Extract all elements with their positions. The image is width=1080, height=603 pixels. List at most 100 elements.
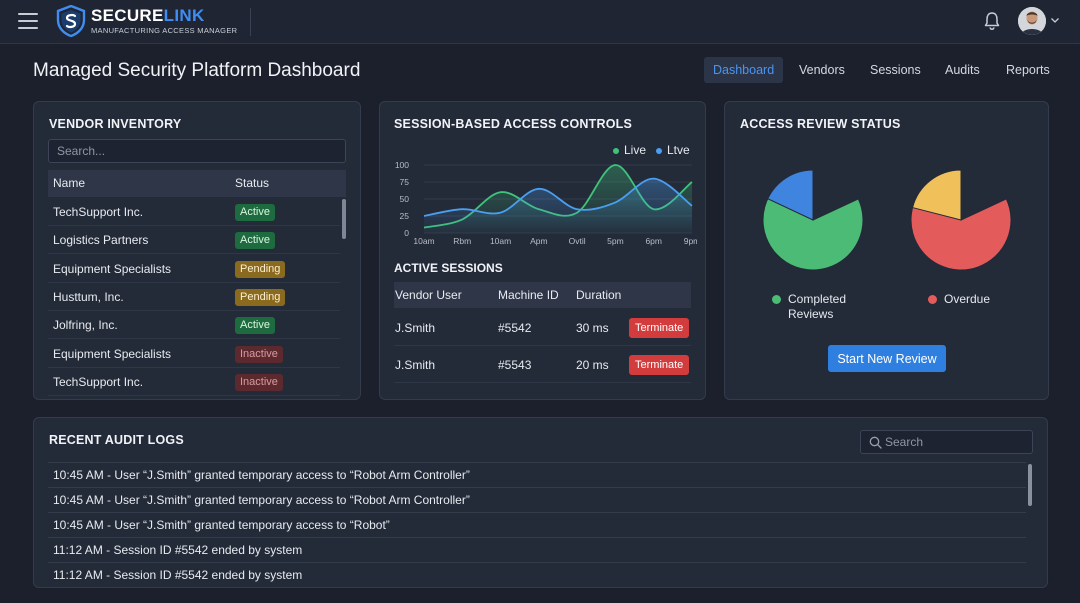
- status-badge: Pending: [235, 288, 286, 306]
- legend-label: Live: [624, 143, 647, 157]
- nav-audits[interactable]: Audits: [945, 63, 980, 77]
- status-badge: Active: [235, 204, 275, 221]
- session-machine-id: #5542: [498, 321, 532, 335]
- audit-log-text: 11:12 AM - Session ID #5542 ended by sys…: [53, 543, 303, 557]
- session-duration: 20 ms: [576, 358, 609, 372]
- vendor-row[interactable]: TechSupport Inc. Inactive: [48, 368, 340, 396]
- brand: SECURELINK MANUFACTURING ACCESS MANAGER: [91, 6, 238, 36]
- session-row: J.Smith #5543 20 ms Terminate: [394, 346, 691, 383]
- vendor-name: Jolfring, Inc.: [53, 318, 118, 333]
- legend-item-ltve: Ltve: [656, 143, 690, 157]
- status-badge: Active: [235, 317, 275, 335]
- nav-vendors[interactable]: Vendors: [799, 63, 845, 77]
- nav-dashboard[interactable]: Dashboard: [704, 57, 784, 83]
- pie-slice: [911, 169, 962, 221]
- vendor-table-header: Name Status: [48, 170, 346, 197]
- nav-reports[interactable]: Reports: [1006, 63, 1050, 77]
- status-badge: Inactive: [235, 373, 283, 391]
- column-duration: Duration: [576, 288, 622, 302]
- vendor-name: Logistics Partners: [53, 233, 149, 248]
- y-tick-label: 100: [395, 160, 409, 170]
- session-controls-card: SESSION-BASED ACCESS CONTROLS Live Ltve …: [379, 101, 706, 400]
- nav-sessions[interactable]: Sessions: [870, 63, 921, 77]
- vendor-name: Equipment Specialists: [53, 346, 172, 361]
- divider: [250, 8, 251, 36]
- notification-bell-icon[interactable]: [983, 11, 1001, 31]
- status-badge: Pending: [235, 260, 286, 278]
- x-tick-label: 6pm: [645, 236, 662, 246]
- legend-label: Overdue: [944, 292, 991, 306]
- audit-log-entry: 10:45 AM - User “J.Smith” granted tempor…: [48, 512, 1026, 537]
- audit-log-text: 10:45 AM - User “J.Smith” granted tempor…: [53, 493, 470, 507]
- user-avatar[interactable]: [1018, 7, 1046, 35]
- legend-item-live: Live: [613, 143, 646, 157]
- legend-item-overdue: Overdue: [928, 292, 990, 307]
- x-tick-label: Apm: [530, 236, 547, 246]
- start-new-review-button[interactable]: Start New Review: [828, 345, 946, 372]
- status-badge: Inactive: [235, 345, 283, 363]
- audit-logs-card: RECENT AUDIT LOGS 10:45 AM - User “J.Smi…: [33, 417, 1048, 588]
- y-tick-label: 25: [400, 211, 410, 221]
- sessions-table-header: Vendor User Machine ID Duration: [394, 282, 691, 308]
- audit-search-input[interactable]: [885, 431, 1025, 453]
- vendor-name: Husttum, Inc.: [53, 289, 124, 304]
- vendor-inventory-card: VENDOR INVENTORY Name Status TechSupport…: [33, 101, 361, 400]
- vendor-name: Equipment Specialists: [53, 261, 172, 276]
- overdue-pie-chart: [910, 169, 1012, 271]
- top-bar: SECURELINK MANUFACTURING ACCESS MANAGER: [0, 0, 1080, 44]
- vendor-row[interactable]: Logistics Partners Active: [48, 226, 340, 255]
- audit-log-text: 10:45 AM - User “J.Smith” granted tempor…: [53, 468, 470, 482]
- x-tick-label: Rbm: [453, 236, 471, 246]
- vendor-row[interactable]: Jolfring, Inc. Active: [48, 311, 340, 340]
- session-line-chart: 0 25 50 75 100 10am Rbm 10am Apm Ovtil 5pm 6pm 9pm: [395, 160, 697, 246]
- column-machine-id: Machine ID: [498, 288, 559, 302]
- status-badge: Active: [235, 232, 275, 250]
- y-tick-label: 75: [400, 177, 410, 187]
- terminate-button[interactable]: Terminate: [629, 355, 690, 375]
- vendor-row[interactable]: TechSupport Inc. Active: [48, 198, 340, 226]
- session-user: J.Smith: [395, 321, 436, 335]
- vendor-row[interactable]: Husttum, Inc. Pending: [48, 283, 340, 311]
- series-line-ltve: [423, 177, 693, 217]
- audit-logs-title: RECENT AUDIT LOGS: [49, 433, 184, 447]
- legend-dot: [928, 295, 937, 304]
- legend-dot: [656, 147, 662, 154]
- vendor-name: TechSupport Inc.: [53, 374, 144, 389]
- audit-scrollbar[interactable]: [1028, 464, 1032, 506]
- x-tick-label: 9pm: [684, 236, 697, 246]
- legend-label: Ltve: [667, 143, 690, 157]
- chevron-down-icon[interactable]: [1050, 15, 1060, 25]
- legend-dot: [772, 295, 781, 304]
- session-controls-title: SESSION-BASED ACCESS CONTROLS: [394, 117, 633, 131]
- column-name[interactable]: Name: [53, 176, 86, 190]
- access-review-card: ACCESS REVIEW STATUS Completed Reviews O…: [724, 101, 1049, 400]
- column-vendor-user: Vendor User: [395, 288, 462, 302]
- audit-log-entry: 10:45 AM - User “J.Smith” granted tempor…: [48, 462, 1026, 487]
- vendor-name: TechSupport Inc.: [53, 205, 144, 219]
- legend-label: Completed Reviews: [788, 292, 847, 321]
- y-tick-label: 50: [400, 194, 410, 204]
- audit-log-text: 10:45 AM - User “J.Smith” granted tempor…: [53, 518, 390, 532]
- series-area-ltve: [424, 178, 692, 233]
- audit-log-text: 11:12 AM - Session ID #5542 ended by sys…: [53, 568, 303, 582]
- session-machine-id: #5543: [498, 358, 532, 372]
- x-tick-label: 5pm: [607, 236, 624, 246]
- search-icon: [869, 436, 882, 449]
- vendor-scrollbar[interactable]: [342, 199, 346, 239]
- column-status[interactable]: Status: [235, 176, 270, 190]
- shield-logo-icon: [56, 5, 86, 37]
- hamburger-menu-icon[interactable]: [18, 13, 38, 29]
- vendor-row[interactable]: Equipment Specialists Inactive: [48, 340, 340, 368]
- access-review-title: ACCESS REVIEW STATUS: [740, 117, 901, 131]
- vendor-search-input[interactable]: [48, 139, 346, 163]
- vendor-row[interactable]: Equipment Specialists Pending: [48, 255, 340, 283]
- audit-search-box: [860, 430, 1033, 454]
- brand-subtitle: MANUFACTURING ACCESS MANAGER: [91, 26, 238, 35]
- terminate-button[interactable]: Terminate: [629, 318, 690, 338]
- active-sessions-title: ACTIVE SESSIONS: [394, 261, 503, 275]
- legend-dot: [613, 147, 619, 154]
- y-tick-label: 0: [404, 228, 409, 238]
- brand-name: SECURELINK: [91, 6, 205, 25]
- audit-log-entry: 10:45 AM - User “J.Smith” granted tempor…: [48, 487, 1026, 512]
- session-duration: 30 ms: [576, 321, 609, 335]
